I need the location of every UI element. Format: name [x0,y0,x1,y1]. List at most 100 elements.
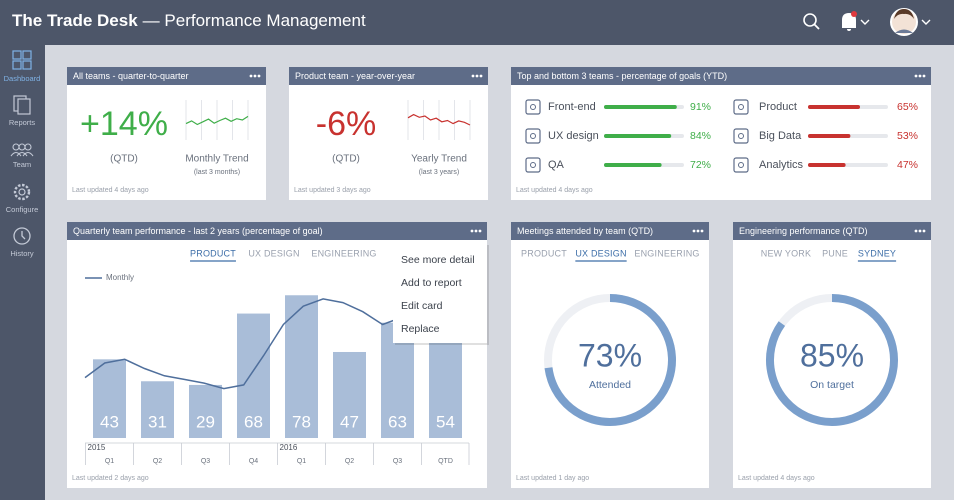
reports-icon [17,98,31,115]
progress-bar [604,105,677,109]
card-title: Product team - year-over-year [295,71,415,81]
card-menu-dot[interactable] [914,74,918,78]
bar-label: 78 [292,412,311,431]
card-menu-dot[interactable] [696,229,700,233]
team-icon [10,151,22,157]
card-title: Quarterly team performance - last 2 year… [73,226,323,236]
bell-icon[interactable] [842,13,856,31]
card-menu-dot[interactable] [922,74,926,78]
sidebar-item[interactable]: Team [13,160,31,169]
team-icon [525,157,541,173]
team-percent: 91% [690,101,711,113]
bar-label: 54 [436,412,455,431]
card-menu-dot[interactable] [474,229,478,233]
donut-caption: On target [810,379,854,391]
dashboard-icon [22,60,32,70]
team-icon [733,99,749,115]
card-menu-dot[interactable] [249,74,253,78]
team-name: Product [759,101,797,113]
bar [333,351,366,438]
team-icon-dot [530,162,536,168]
card-menu-dot[interactable] [918,74,922,78]
card-menu-dot[interactable] [479,74,483,78]
sidebar-item[interactable]: Dashboard [4,74,41,83]
x-tick-label: Q1 [297,458,306,465]
bar [141,381,174,438]
trend-title: Monthly Trend [185,154,248,165]
card-menu-dot[interactable] [475,74,479,78]
chevron [860,19,870,25]
card-menu-dot[interactable] [471,74,475,78]
header-bar [0,0,954,45]
sidebar-item[interactable]: History [10,249,34,258]
card-menu-dot[interactable] [478,229,482,233]
card-menu-dot[interactable] [257,74,261,78]
sparkline [407,113,471,126]
bar-label: 63 [388,412,407,431]
history-icon [13,227,31,245]
team-icon [733,157,749,173]
x-tick-label: Q2 [345,458,354,465]
card-menu-dot[interactable] [918,229,922,233]
progress-bar [604,163,662,167]
tab[interactable]: PUNE [822,248,848,258]
notification-dot [851,11,857,17]
tab[interactable]: UX DESIGN [248,248,299,258]
card-header [733,222,931,240]
configure-icon [13,183,31,201]
chevron [921,19,931,25]
menu-item[interactable]: Replace [401,323,440,335]
card-title: Meetings attended by team (QTD) [517,226,653,236]
card-menu-dot[interactable] [922,229,926,233]
team-icon [733,128,749,144]
history-icon [21,231,26,240]
team-name: QA [548,159,565,171]
card-header [511,67,931,85]
dashboard-icon [22,50,32,60]
bar [189,384,222,438]
bar [429,339,462,438]
progress-bar [808,105,860,109]
card-footer: Last updated 3 days ago [294,187,371,194]
card-title: All teams - quarter-to-quarter [73,71,189,81]
bar-label: 68 [244,412,263,431]
card-menu-dot[interactable] [253,74,257,78]
card-menu-dot[interactable] [470,229,474,233]
trend-note: (last 3 years) [419,169,459,176]
page-title: — Performance Management [143,11,366,30]
tab[interactable]: NEW YORK [761,248,811,258]
team-icon-dot [530,133,536,139]
card [511,67,931,200]
card-title: Engineering performance (QTD) [739,226,868,236]
card-menu-dot[interactable] [700,229,704,233]
tab[interactable]: PRODUCT [521,248,567,258]
tab[interactable]: PRODUCT [190,248,236,258]
team-icon [525,99,541,115]
team-name: UX design [548,130,599,142]
year-label: 2016 [280,443,298,452]
card-menu-dot[interactable] [692,229,696,233]
sparkline [185,115,249,126]
tab[interactable]: ENGINEERING [311,248,376,258]
search-handle [813,23,820,30]
search-icon[interactable] [803,13,817,27]
context-menu [393,243,487,343]
sidebar-item[interactable]: Configure [6,205,39,214]
kpi-value: -6% [316,105,376,143]
sidebar-item[interactable]: Reports [9,118,36,127]
tab[interactable]: UX DESIGN [575,248,626,258]
donut-value: 73% [578,337,642,373]
team-icon-dot [738,162,744,168]
card-footer: Last updated 4 days ago [516,187,593,194]
x-tick-label: Q2 [153,458,162,465]
x-tick-label: Q3 [393,458,402,465]
card-footer: Last updated 2 days ago [72,475,149,482]
tab[interactable]: ENGINEERING [634,248,699,258]
menu-item[interactable]: Edit card [401,300,443,312]
team-icon [24,143,32,151]
menu-item[interactable]: Add to report [401,277,462,289]
menu-item[interactable]: See more detail [401,254,475,266]
card-menu-dot[interactable] [914,229,918,233]
card-header [511,222,709,240]
tab[interactable]: SYDNEY [858,248,896,258]
